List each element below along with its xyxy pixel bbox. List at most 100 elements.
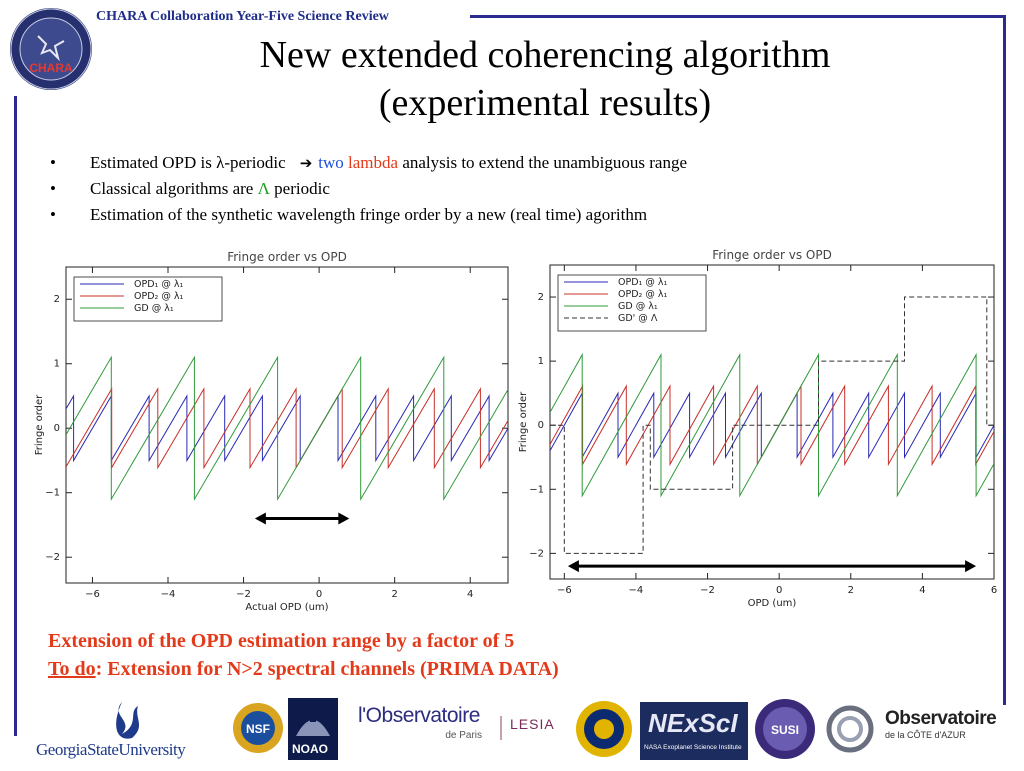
logo-bar: GeorgiaStateUniversity NSF NOAO l'Observ… xyxy=(30,698,1010,766)
chart-left-svg: Fringe order vs OPD −6 −4 −2 0 2 4 −2 −1 0 1 2 Actua… xyxy=(34,250,509,613)
umich-seal-icon xyxy=(576,701,632,757)
title-line-2: (experimental results) xyxy=(378,82,712,124)
y-tick-label: 2 xyxy=(538,292,544,303)
chart-title: Fringe order vs OPD xyxy=(227,250,347,264)
chara-logo: CHARA xyxy=(10,8,92,90)
bullet-1-two: two xyxy=(318,153,344,172)
range-arrow-left-icon xyxy=(567,560,579,573)
chart-title: Fringe order vs OPD xyxy=(712,248,832,262)
y-axis-label: Fringe order xyxy=(518,391,529,452)
legend-label: OPD₁ @ λ₁ xyxy=(618,277,667,288)
bullet-1-lambda: lambda xyxy=(348,153,399,172)
y-axis-label: Fringe order xyxy=(34,394,45,455)
header-title: CHARA Collaboration Year-Five Science Re… xyxy=(96,9,389,24)
nsf-globe-icon: NSF xyxy=(233,703,283,753)
y-tick-label: 0 xyxy=(54,423,60,434)
x-tick-label: −2 xyxy=(236,589,251,600)
x-tick-label: 2 xyxy=(391,589,397,600)
legend-label: OPD₁ @ λ₁ xyxy=(134,279,183,290)
svg-text:CHARA: CHARA xyxy=(29,61,73,75)
title-line-1: New extended coherencing algorithm xyxy=(259,34,831,76)
conclusion-line-2-rest: : Extension for N>2 spectral channels (P… xyxy=(95,658,559,680)
x-tick-label: 0 xyxy=(776,585,782,596)
series-line xyxy=(550,352,994,498)
frame-right-line xyxy=(1003,15,1006,705)
nexsci-sub: NASA Exoplanet Science Institute xyxy=(644,744,742,751)
conclusion-line-1: Extension of the OPD estimation range by… xyxy=(48,630,515,652)
bullet-dot: • xyxy=(50,153,56,172)
x-axis-label: OPD (um) xyxy=(748,598,797,609)
bullet-2-text: Classical algorithms are xyxy=(90,179,254,198)
legend-label: GD @ λ₁ xyxy=(134,303,174,314)
chart-left: Fringe order vs OPD −6 −4 −2 0 2 4 −2 −1 0 1 2 Actua… xyxy=(30,243,515,615)
conclusion-line-2: To do: Extension for N>2 spectral channe… xyxy=(48,655,559,683)
oca-sub: de la CÔTE d'AZUR xyxy=(885,730,966,740)
bullet-1-rest: analysis to extend the unambiguous range xyxy=(402,153,687,172)
y-tick-label: −1 xyxy=(529,484,544,495)
range-arrow-right-icon xyxy=(965,560,977,573)
svg-text:SUSI: SUSI xyxy=(771,723,799,737)
susi-logo: SUSI xyxy=(754,698,816,760)
legend-label: GD @ λ₁ xyxy=(618,301,658,312)
nsf-logo: NSF xyxy=(230,700,286,756)
y-tick-label: −1 xyxy=(45,488,60,499)
chart-right-svg: Fringe order vs OPD −6 −4 −2 0 2 4 6 −2 −1 0 1 2 OPD … xyxy=(518,248,997,609)
y-tick-label: −2 xyxy=(45,552,60,563)
bullet-item: • Classical algorithms are Λ periodic xyxy=(50,176,1000,202)
series-line xyxy=(550,296,994,554)
obs-paris-logo: l'Observatoire de Paris xyxy=(358,704,488,754)
oca-text: Observatoire xyxy=(885,708,997,729)
bullet-2-Lambda: Λ xyxy=(257,179,270,198)
legend-label: OPD₂ @ λ₁ xyxy=(134,291,183,302)
y-tick-label: 1 xyxy=(538,356,544,367)
page-title: New extended coherencing algorithm (expe… xyxy=(130,31,960,127)
swirl-icon xyxy=(826,705,874,753)
gsu-flame-icon xyxy=(116,702,140,739)
lesia-logo: LESIA xyxy=(500,716,580,740)
x-tick-label: 0 xyxy=(316,589,322,600)
noao-text: NOAO xyxy=(292,742,328,756)
bullet-dot: • xyxy=(50,205,56,224)
obs-paris-text: l'Observatoire xyxy=(358,704,480,727)
x-tick-label: 4 xyxy=(919,585,925,596)
bullet-3-text: Estimation of the synthetic wavelength f… xyxy=(90,205,648,224)
todo-label: To do xyxy=(48,658,96,680)
x-tick-label: −6 xyxy=(85,589,100,600)
series-line xyxy=(66,355,508,502)
x-tick-label: 2 xyxy=(848,585,854,596)
noao-dome-icon xyxy=(296,710,330,736)
noao-logo: NOAO xyxy=(288,698,338,760)
y-tick-label: 0 xyxy=(538,420,544,431)
series-line xyxy=(66,387,508,470)
bullet-item: • Estimated OPD is λ-periodic ➔ two lamb… xyxy=(50,150,1000,176)
x-tick-label: −4 xyxy=(161,589,176,600)
bullet-2-rest: periodic xyxy=(274,179,330,198)
gsu-logo: GeorgiaStateUniversity xyxy=(30,698,220,766)
x-tick-label: −4 xyxy=(629,585,644,596)
x-tick-label: −6 xyxy=(557,585,572,596)
x-axis-label: Actual OPD (um) xyxy=(245,602,328,613)
chart-right: Fringe order vs OPD −6 −4 −2 0 2 4 6 −2 −1 0 1 2 OPD … xyxy=(512,243,1002,615)
range-arrow-right-icon xyxy=(338,512,350,525)
range-arrow-left-icon xyxy=(254,512,266,525)
susi-seal-icon: SUSI xyxy=(755,699,815,759)
obs-paris-sub: de Paris xyxy=(445,730,482,741)
gsu-text: GeorgiaStateUniversity xyxy=(36,740,186,759)
series-line xyxy=(66,394,508,463)
legend-box xyxy=(557,274,707,332)
nexsci-text: NExScI xyxy=(648,708,738,738)
bullet-dot: • xyxy=(50,179,56,198)
y-tick-label: 1 xyxy=(54,359,60,370)
right-arrow-icon: ➔ xyxy=(299,154,313,172)
bullet-item: • Estimation of the synthetic wavelength… xyxy=(50,202,1000,228)
x-tick-label: 6 xyxy=(991,585,997,596)
frame-top-line xyxy=(470,15,1005,18)
swirl-logo xyxy=(825,704,875,754)
x-tick-label: −2 xyxy=(700,585,715,596)
bullet-1-text: Estimated OPD is λ-periodic xyxy=(90,153,286,172)
frame-left-line xyxy=(14,96,17,736)
bullet-list: • Estimated OPD is λ-periodic ➔ two lamb… xyxy=(50,150,1000,228)
svg-text:NSF: NSF xyxy=(246,722,270,736)
y-tick-label: −2 xyxy=(529,548,544,559)
nexsci-logo: NExScI NASA Exoplanet Science Institute xyxy=(640,702,748,760)
